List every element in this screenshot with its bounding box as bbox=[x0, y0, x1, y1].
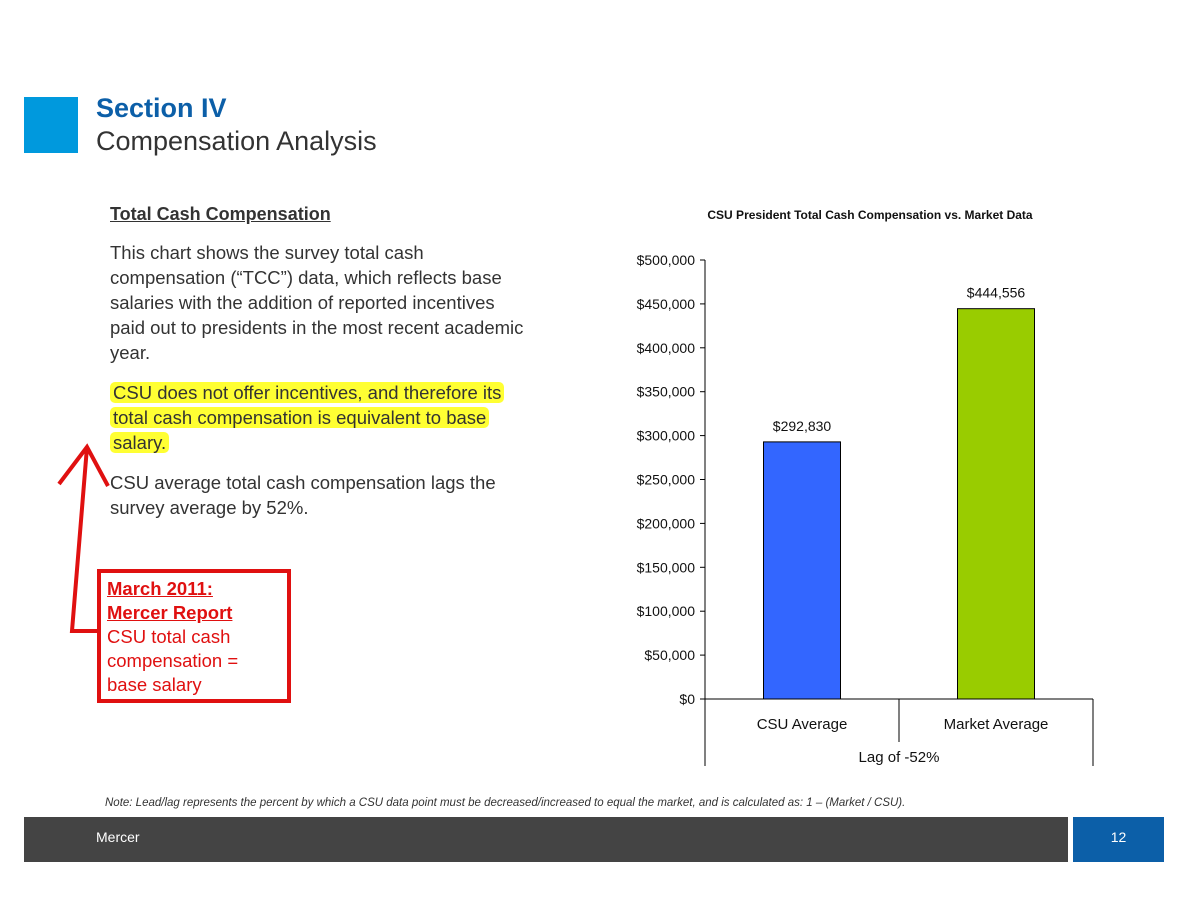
bar-value-label: $292,830 bbox=[773, 418, 832, 434]
y-tick-label: $150,000 bbox=[637, 559, 696, 575]
y-tick-label: $450,000 bbox=[637, 296, 696, 312]
y-tick-label: $100,000 bbox=[637, 603, 696, 619]
lag-paragraph: CSU average total cash compensation lags… bbox=[110, 472, 496, 518]
y-tick-label: $200,000 bbox=[637, 515, 696, 531]
annotation-date: March 2011: bbox=[107, 578, 213, 599]
footer-bar bbox=[24, 817, 1068, 862]
y-tick-label: $0 bbox=[679, 691, 695, 707]
y-tick-label: $300,000 bbox=[637, 428, 696, 444]
chart-title: CSU President Total Cash Compensation vs… bbox=[707, 208, 1033, 222]
text-column: Total Cash Compensation This chart shows… bbox=[110, 204, 530, 520]
footer-brand: Mercer bbox=[96, 829, 140, 845]
bar bbox=[957, 308, 1035, 700]
bar-value-label: $444,556 bbox=[967, 285, 1026, 301]
section-accent-square bbox=[24, 97, 78, 153]
page-number-box bbox=[1073, 817, 1164, 862]
y-tick-label: $500,000 bbox=[637, 252, 696, 268]
intro-paragraph: This chart shows the survey total cash c… bbox=[110, 242, 524, 363]
annotation-text: CSU total cash compensation = base salar… bbox=[107, 626, 239, 695]
page-number: 12 bbox=[1110, 829, 1127, 845]
y-tick-label: $350,000 bbox=[637, 384, 696, 400]
section-subtitle: Compensation Analysis bbox=[96, 126, 377, 156]
incentive-paragraph: CSU does not offer incentives, and there… bbox=[110, 380, 530, 455]
y-tick-label: $250,000 bbox=[637, 472, 696, 488]
category-label: Market Average bbox=[944, 716, 1049, 733]
y-tick-label: $400,000 bbox=[637, 340, 696, 356]
y-tick-label: $50,000 bbox=[644, 647, 695, 663]
annotation-source: Mercer Report bbox=[107, 602, 233, 623]
group-label: Lag of -52% bbox=[859, 749, 940, 766]
footnote: Note: Lead/lag represents the percent by… bbox=[105, 797, 906, 809]
bar bbox=[763, 441, 841, 700]
tcc-heading: Total Cash Compensation bbox=[110, 204, 331, 224]
annotation-box: March 2011: Mercer Report CSU total cash… bbox=[97, 569, 291, 703]
category-label: CSU Average bbox=[757, 716, 848, 733]
section-title: Section IV bbox=[96, 93, 227, 123]
